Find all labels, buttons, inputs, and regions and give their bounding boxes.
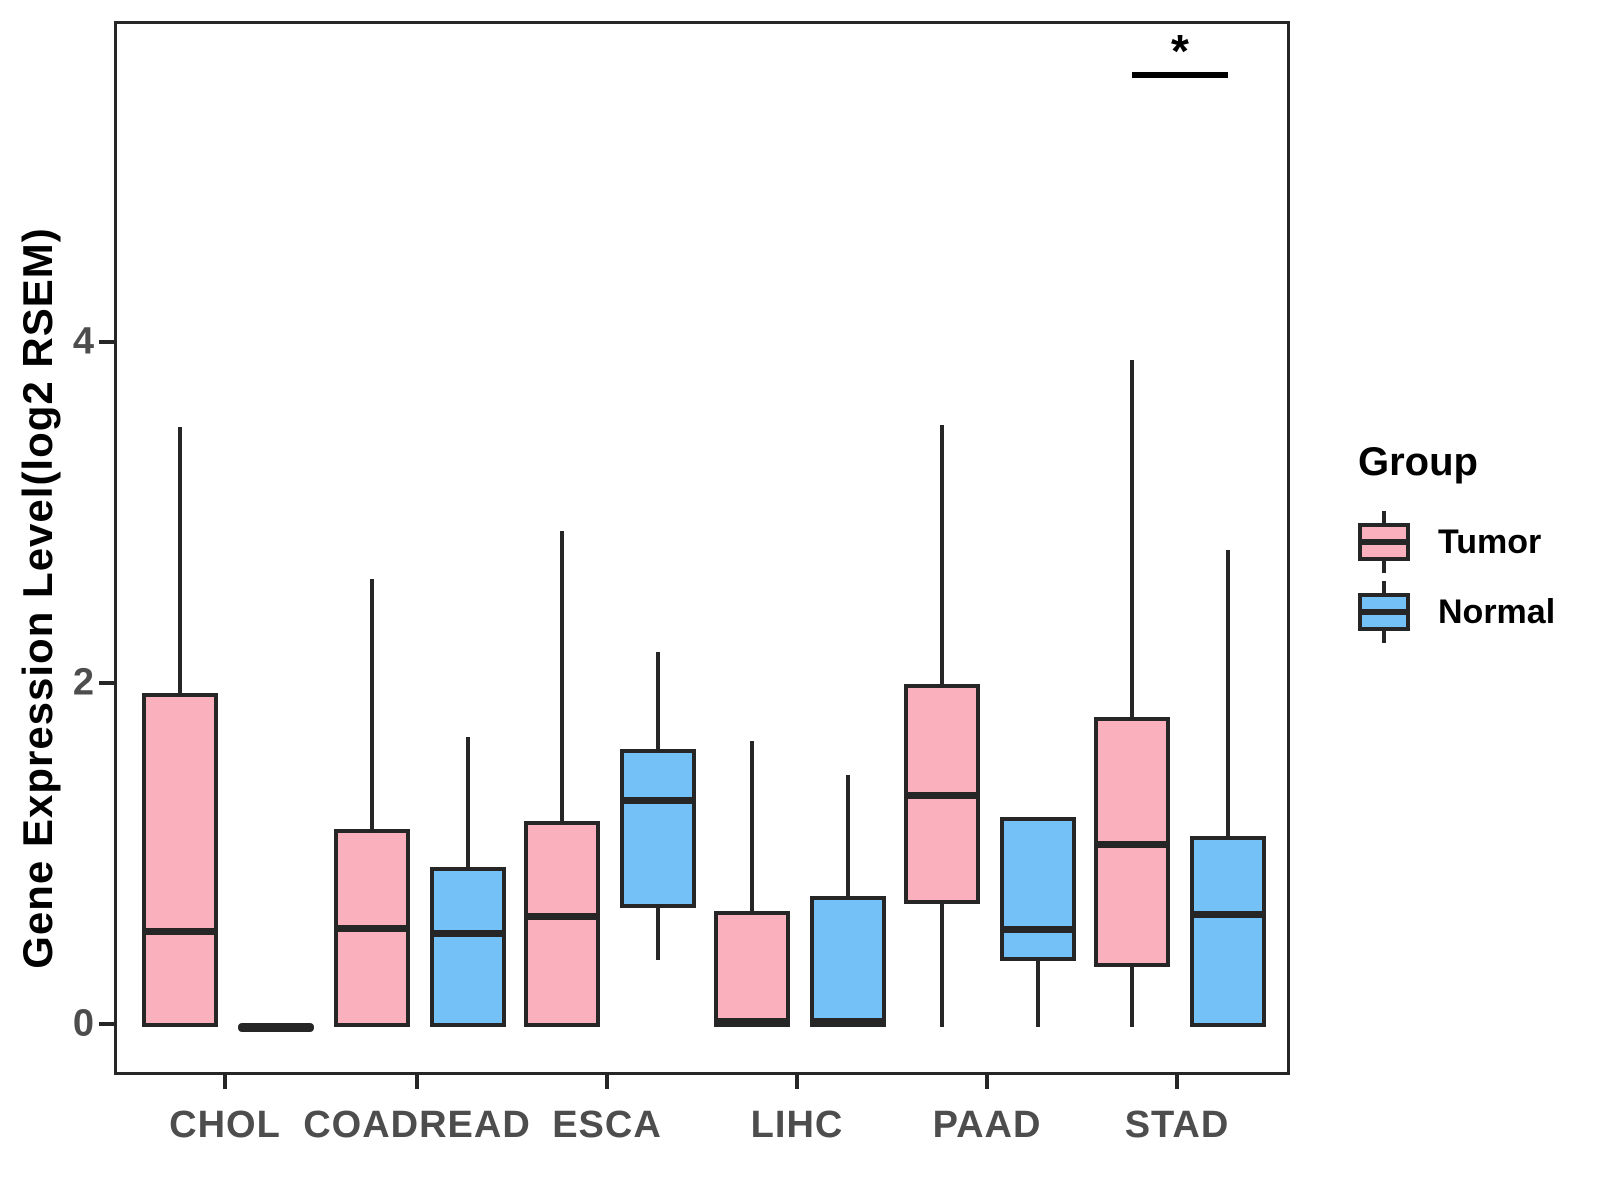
significance-star: * <box>1171 25 1189 78</box>
x-tick-label-CHOL: CHOL <box>169 1104 281 1146</box>
y-tick-mark-4 <box>99 340 114 344</box>
box-PAAD-normal <box>1000 817 1076 961</box>
y-tick-mark-2 <box>99 681 114 685</box>
x-tick-mark-CHOL <box>223 1075 227 1089</box>
box-ESCA-normal <box>620 749 696 908</box>
legend-key-lower-whisker <box>1382 631 1386 643</box>
x-tick-label-ESCA: ESCA <box>552 1104 662 1146</box>
box-COADREAD-normal <box>430 866 506 1027</box>
lower-whisker-ESCA-normal <box>656 907 660 961</box>
legend-entry-tumor: Tumor <box>1358 507 1555 577</box>
legend-key-upper-whisker <box>1382 581 1386 593</box>
upper-whisker-COADREAD-tumor <box>370 578 374 830</box>
median-COADREAD-normal <box>434 929 502 937</box>
legend-key-median <box>1362 609 1406 615</box>
upper-whisker-STAD-tumor <box>1130 360 1134 717</box>
y-tick-label-4: 4 <box>72 320 94 363</box>
legend-key-upper-whisker <box>1382 511 1386 523</box>
legend-key-tumor-icon <box>1358 511 1410 573</box>
legend-label-tumor: Tumor <box>1438 522 1542 561</box>
significance-bar <box>1132 72 1228 79</box>
box-CHOL-tumor <box>142 692 218 1027</box>
lower-whisker-PAAD-normal <box>1036 960 1040 1027</box>
x-tick-mark-PAAD <box>985 1075 989 1089</box>
median-COADREAD-tumor <box>338 924 406 932</box>
legend: Group Tumor Normal <box>1358 440 1555 647</box>
x-tick-label-LIHC: LIHC <box>750 1104 844 1146</box>
upper-whisker-COADREAD-normal <box>466 737 470 867</box>
median-LIHC-tumor <box>718 1018 786 1025</box>
x-tick-mark-COADREAD <box>415 1075 419 1089</box>
median-LIHC-normal <box>814 1018 882 1025</box>
upper-whisker-ESCA-tumor <box>560 530 564 821</box>
upper-whisker-ESCA-normal <box>656 651 660 750</box>
lower-whisker-STAD-tumor <box>1130 967 1134 1027</box>
legend-key-normal-icon <box>1358 581 1410 643</box>
legend-entry-normal: Normal <box>1358 577 1555 647</box>
x-tick-mark-STAD <box>1175 1075 1179 1089</box>
box-LIHC-normal <box>810 895 886 1027</box>
median-ESCA-tumor <box>528 912 596 920</box>
y-tick-label-2: 2 <box>72 661 94 704</box>
plot-panel: * <box>114 21 1290 1075</box>
legend-label-normal: Normal <box>1438 592 1556 631</box>
x-tick-label-STAD: STAD <box>1124 1104 1230 1146</box>
median-PAAD-normal <box>1004 926 1072 934</box>
lower-whisker-PAAD-tumor <box>940 904 944 1027</box>
y-tick-mark-0 <box>99 1022 114 1026</box>
x-tick-mark-LIHC <box>795 1075 799 1089</box>
legend-entries: Tumor Normal <box>1358 507 1555 647</box>
x-tick-mark-ESCA <box>605 1075 609 1089</box>
x-tick-label-PAAD: PAAD <box>932 1104 1042 1146</box>
legend-key-median <box>1362 539 1406 545</box>
box-STAD-normal <box>1190 836 1266 1027</box>
median-STAD-normal <box>1194 910 1262 918</box>
upper-whisker-PAAD-tumor <box>940 425 944 685</box>
upper-whisker-LIHC-normal <box>846 774 850 896</box>
flat-box-CHOL-normal <box>238 1023 314 1032</box>
box-LIHC-tumor <box>714 911 790 1027</box>
legend-title: Group <box>1358 440 1478 484</box>
legend-key-lower-whisker <box>1382 561 1386 573</box>
y-tick-label-0: 0 <box>72 1002 94 1045</box>
upper-whisker-STAD-normal <box>1226 549 1230 837</box>
x-tick-label-COADREAD: COADREAD <box>303 1104 531 1146</box>
box-ESCA-tumor <box>524 820 600 1027</box>
median-PAAD-tumor <box>908 791 976 799</box>
upper-whisker-LIHC-tumor <box>750 740 754 912</box>
median-STAD-tumor <box>1098 841 1166 849</box>
median-CHOL-tumor <box>146 928 214 936</box>
upper-whisker-CHOL-tumor <box>178 426 182 693</box>
median-ESCA-normal <box>624 796 692 804</box>
